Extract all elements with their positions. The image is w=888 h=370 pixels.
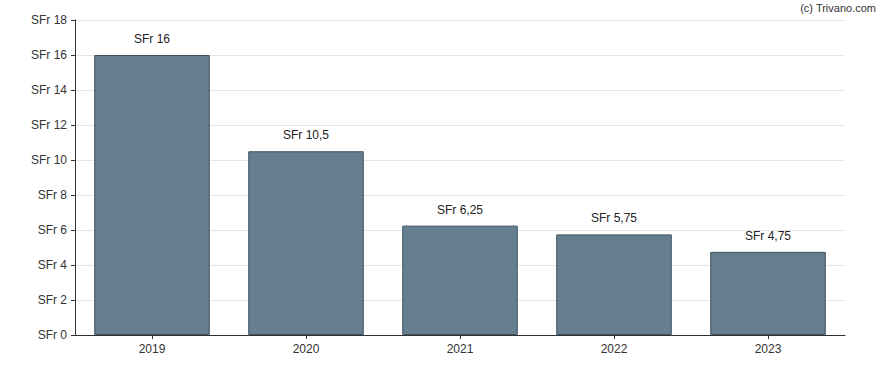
svg-text:2020: 2020 bbox=[293, 342, 320, 356]
svg-text:SFr 0: SFr 0 bbox=[38, 328, 68, 342]
svg-text:SFr 5,75: SFr 5,75 bbox=[591, 211, 637, 225]
svg-text:2022: 2022 bbox=[601, 342, 628, 356]
svg-text:SFr 14: SFr 14 bbox=[31, 83, 67, 97]
svg-text:2019: 2019 bbox=[139, 342, 166, 356]
svg-text:SFr 6,25: SFr 6,25 bbox=[437, 203, 483, 217]
svg-text:SFr 10,5: SFr 10,5 bbox=[283, 128, 329, 142]
svg-text:SFr 2: SFr 2 bbox=[38, 293, 68, 307]
svg-text:SFr 16: SFr 16 bbox=[31, 48, 67, 62]
svg-text:2023: 2023 bbox=[755, 342, 782, 356]
svg-text:SFr 12: SFr 12 bbox=[31, 118, 67, 132]
svg-text:SFr 4,75: SFr 4,75 bbox=[745, 229, 791, 243]
svg-text:(c) Trivano.com: (c) Trivano.com bbox=[800, 2, 876, 14]
svg-text:SFr 4: SFr 4 bbox=[38, 258, 68, 272]
svg-text:SFr 6: SFr 6 bbox=[38, 223, 68, 237]
svg-text:SFr 16: SFr 16 bbox=[134, 32, 170, 46]
svg-text:2021: 2021 bbox=[447, 342, 474, 356]
svg-text:SFr 18: SFr 18 bbox=[31, 13, 67, 27]
svg-text:SFr 8: SFr 8 bbox=[38, 188, 68, 202]
svg-text:SFr 10: SFr 10 bbox=[31, 153, 67, 167]
